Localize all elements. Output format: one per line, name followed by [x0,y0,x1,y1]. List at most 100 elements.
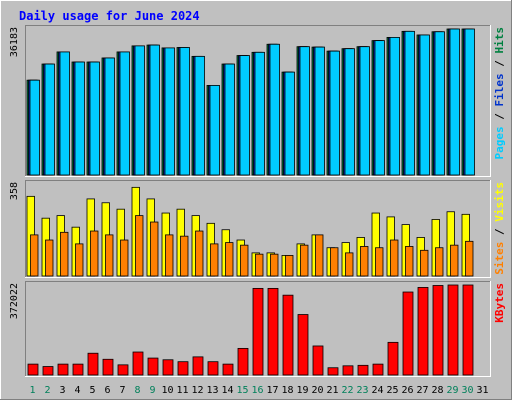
day-label-5: 5 [89,385,95,396]
kbytes-bar-kbytes-day-5 [87,352,99,376]
hits-ymax-label: 36183 [9,27,20,57]
kbytes-bar-kbytes-day-29 [447,284,459,376]
kbytes-bar-kbytes-day-14 [222,363,234,376]
visits-bar-sites-day-3 [60,231,69,277]
visits-panel: 358 Sites / Visits [9,180,506,278]
visits-bar-sites-day-16 [255,253,264,277]
day-label-6: 6 [104,385,110,396]
kbytes-bar-kbytes-day-22 [342,365,354,376]
day-label-18: 18 [281,385,293,396]
hits-bar-pages-day-30 [464,28,475,176]
day-label-28: 28 [431,385,443,396]
hits-bar-pages-day-23 [359,46,370,176]
hits-bar-pages-day-10 [164,47,175,176]
visits-bar-sites-day-6 [105,234,114,277]
kbytes-bar-kbytes-day-19 [297,314,309,376]
hits-bar-pages-day-16 [254,51,265,176]
kbytes-axis-label-part: KBytes [493,283,506,323]
hits-bar-pages-day-24 [374,40,385,176]
visits-bar-sites-day-14 [225,242,234,277]
hits-bar-pages-day-26 [404,30,415,176]
day-label-11: 11 [176,385,188,396]
day-label-10: 10 [161,385,173,396]
hits-axis-label-part: Pages [493,126,506,159]
hits-axis-label: Pages / Files / Hits [493,27,506,160]
kbytes-panel: 372022 KBytes [9,281,506,377]
visits-bar-sites-day-19 [300,244,309,277]
kbytes-bar-kbytes-day-16 [252,287,264,376]
visits-bar-sites-day-30 [465,240,474,277]
day-label-31: 31 [476,385,488,396]
hits-bar-pages-day-14 [224,63,235,176]
visits-bar-sites-day-7 [120,239,129,277]
kbytes-bar-kbytes-day-3 [57,363,69,376]
day-label-12: 12 [191,385,203,396]
visits-bar-sites-day-27 [420,249,429,277]
visits-bar-sites-day-10 [165,234,174,277]
visits-bar-sites-day-13 [210,243,219,277]
kbytes-bar-kbytes-day-12 [192,356,204,376]
visits-bar-sites-day-23 [360,246,369,277]
hits-bar-pages-day-25 [389,37,400,176]
hits-bar-pages-day-15 [239,55,250,176]
hits-bar-pages-day-11 [179,47,190,176]
day-label-23: 23 [356,385,368,396]
kbytes-bar-kbytes-day-17 [267,287,279,376]
hits-bar-pages-day-29 [449,28,460,176]
kbytes-bar-kbytes-day-11 [177,361,189,376]
day-label-24: 24 [371,385,383,396]
day-label-17: 17 [266,385,278,396]
hits-bar-pages-day-5 [89,61,100,176]
hits-bar-pages-day-3 [59,51,70,176]
day-label-19: 19 [296,385,308,396]
day-label-22: 22 [341,385,353,396]
visits-bar-sites-day-20 [315,234,324,277]
kbytes-bar-kbytes-day-2 [42,366,54,376]
day-label-21: 21 [326,385,338,396]
visits-bar-sites-day-11 [180,235,189,277]
day-label-4: 4 [74,385,80,396]
kbytes-bar-kbytes-day-28 [432,285,444,376]
visits-bar-sites-day-28 [435,247,444,277]
kbytes-bar-kbytes-day-8 [132,351,144,376]
visits-bar-sites-day-24 [375,247,384,277]
hits-bar-pages-day-7 [119,51,130,176]
kbytes-bar-kbytes-day-7 [117,364,129,376]
hits-axis-label-part: / [493,54,506,74]
kbytes-bar-kbytes-day-23 [357,364,369,376]
kbytes-bar-kbytes-day-10 [162,359,174,376]
hits-axis-label-part: Hits [493,27,506,54]
kbytes-bar-kbytes-day-15 [237,347,249,376]
day-label-15: 15 [236,385,248,396]
hits-bar-pages-day-28 [434,31,445,176]
kbytes-bar-kbytes-day-21 [327,367,339,376]
hits-bar-pages-day-17 [269,43,280,176]
visits-bar-sites-day-12 [195,230,204,277]
day-label-13: 13 [206,385,218,396]
kbytes-bar-kbytes-day-9 [147,357,159,376]
hits-bar-pages-day-21 [329,50,340,176]
visits-ymax-label: 358 [9,182,20,200]
day-label-3: 3 [59,385,65,396]
kbytes-bar-kbytes-day-13 [207,361,219,376]
kbytes-bar-kbytes-day-27 [417,287,429,376]
hits-axis-label-part: / [493,107,506,127]
visits-bar-sites-day-29 [450,244,459,277]
hits-bar-pages-day-19 [299,46,310,176]
day-label-20: 20 [311,385,323,396]
visits-bar-sites-day-2 [45,239,54,277]
day-label-29: 29 [446,385,458,396]
visits-bar-sites-day-22 [345,252,354,277]
kbytes-bar-kbytes-day-1 [27,363,39,376]
chart-title: Daily usage for June 2024 [19,9,200,23]
kbytes-bar-kbytes-day-30 [462,284,474,376]
day-label-2: 2 [44,385,50,396]
x-axis-day-labels: 1 2 3 4 5 6 7 8 9 10 11 12 13 14 15 16 17 18 19 20 21 22 23 24 2… [29,385,488,396]
visits-bar-sites-day-26 [405,246,414,277]
day-label-7: 7 [119,385,125,396]
kbytes-ymax-label: 372022 [9,283,20,319]
visits-bar-sites-day-4 [75,243,84,277]
visits-axis-label: Sites / Visits [493,182,506,275]
